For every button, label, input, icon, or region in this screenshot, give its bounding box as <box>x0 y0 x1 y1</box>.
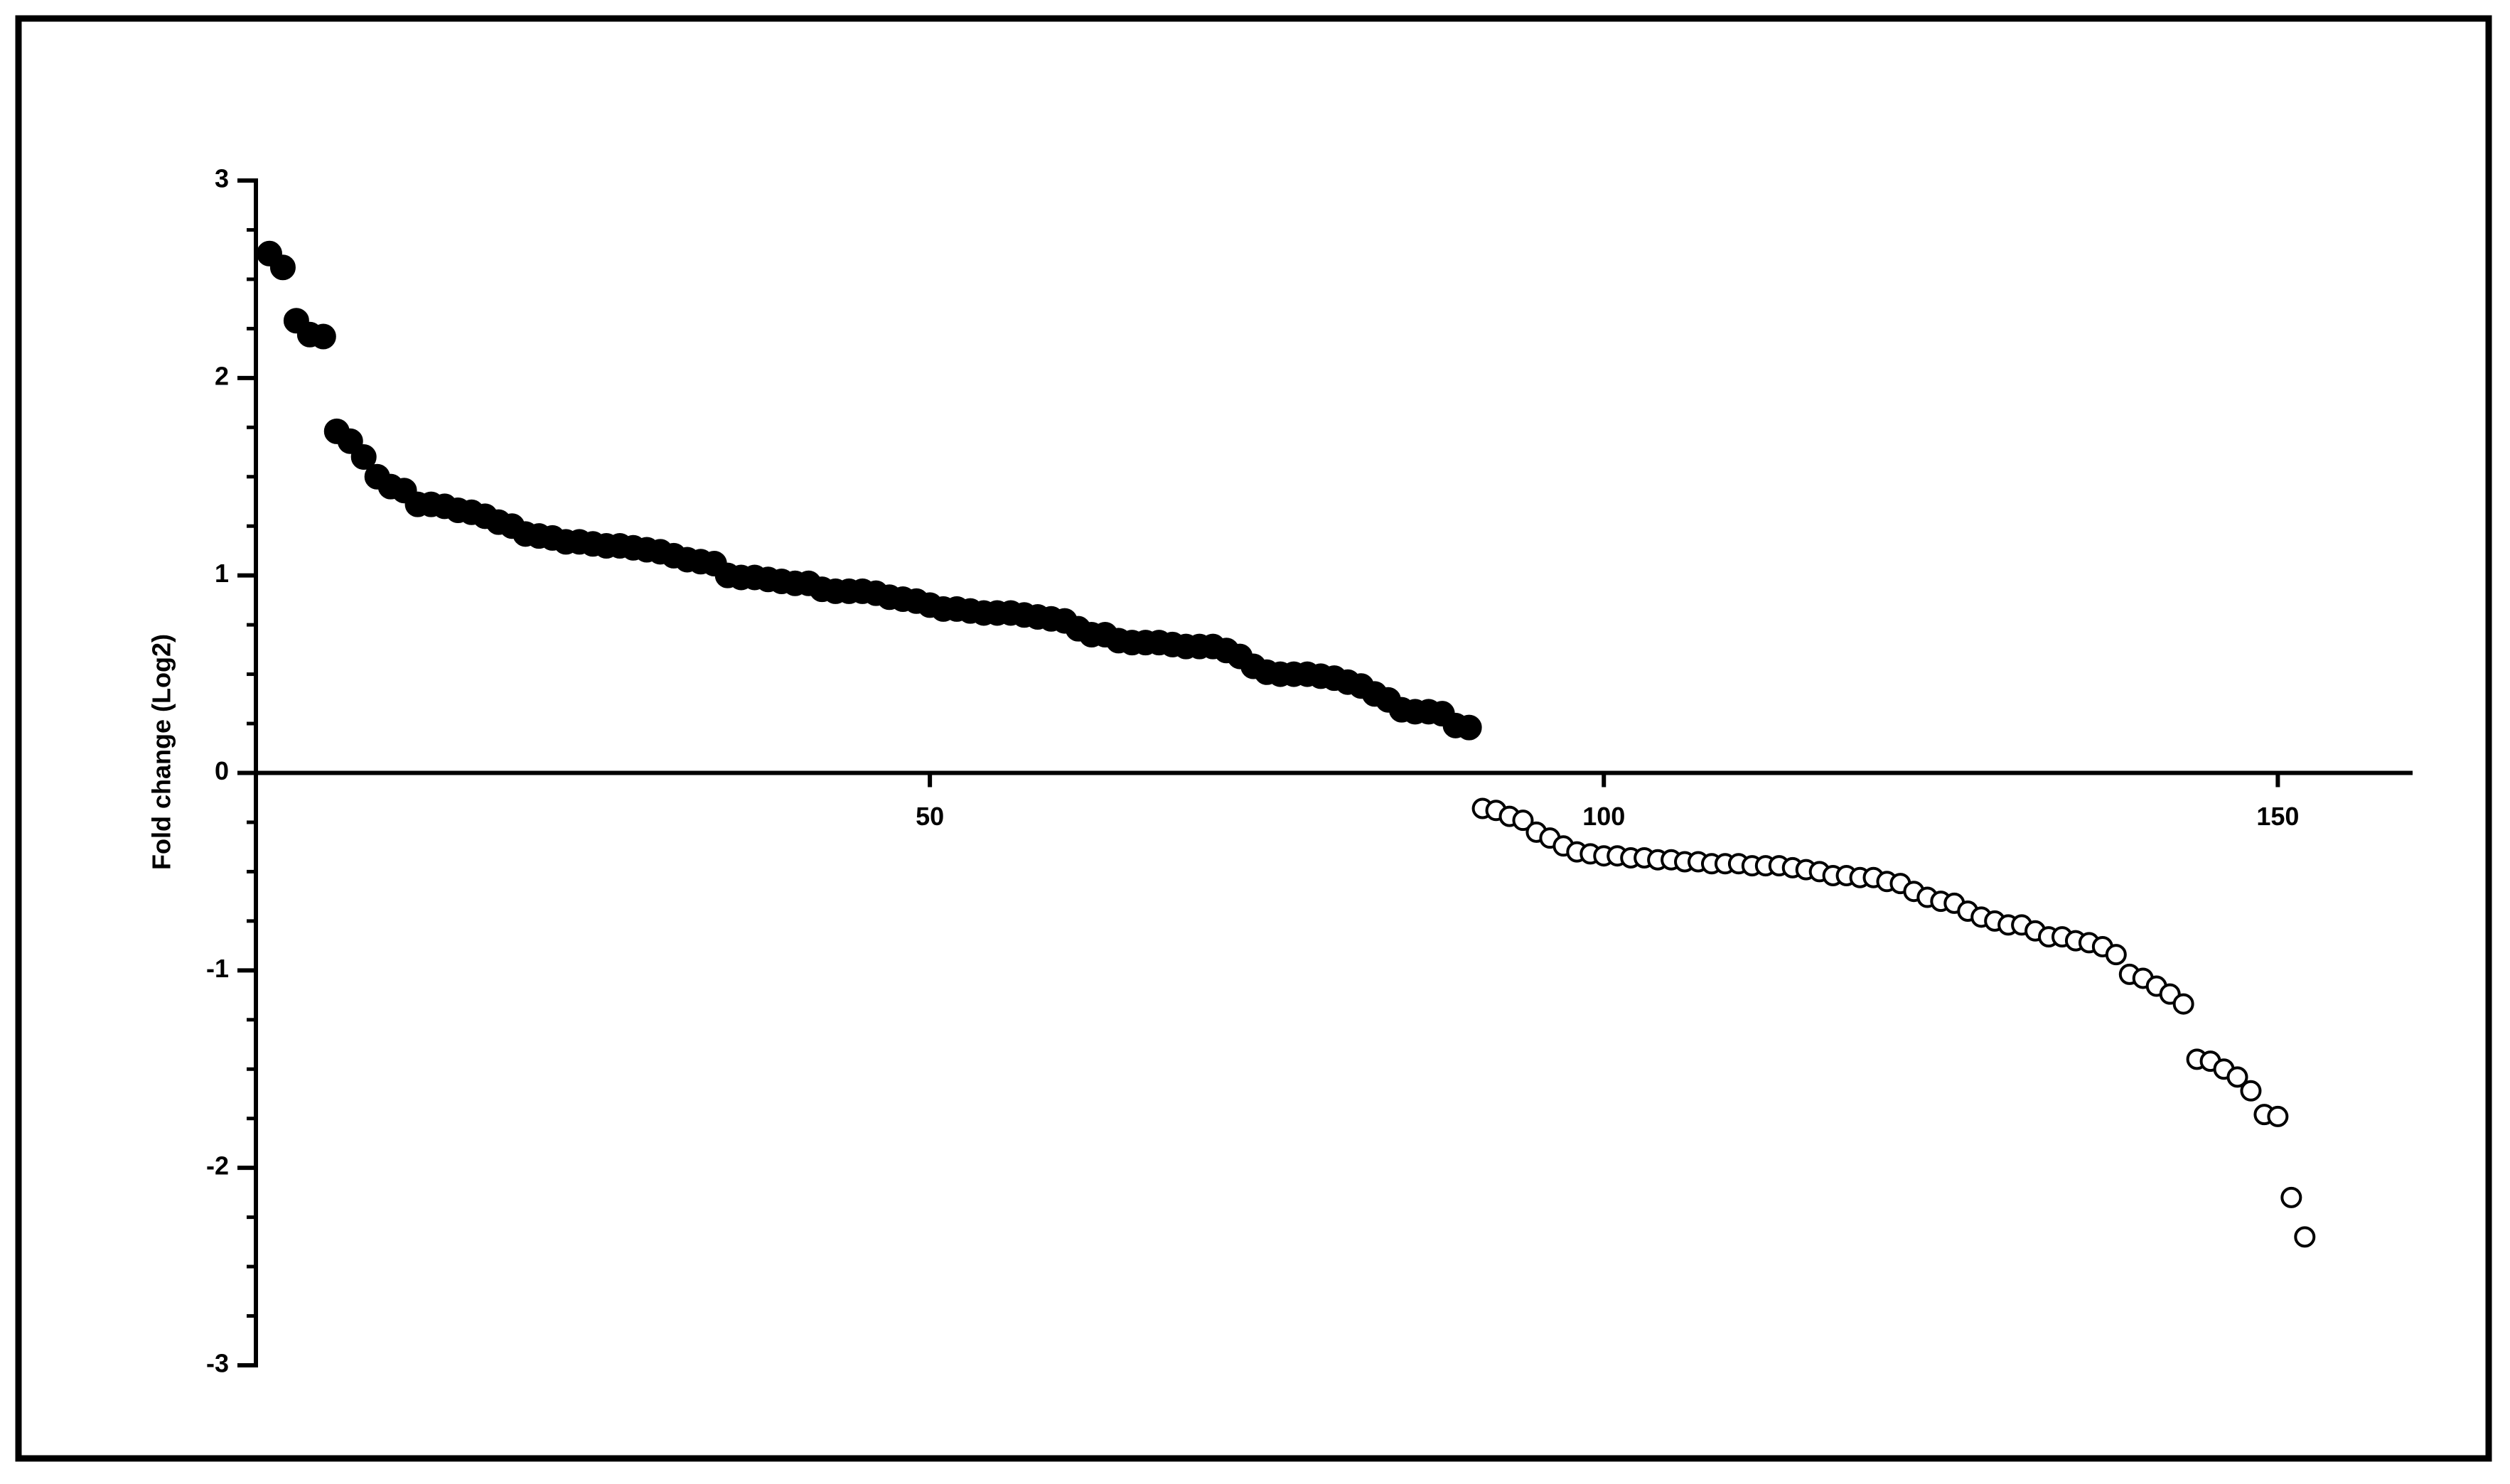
y-tick-label: 2 <box>215 361 229 390</box>
point <box>2267 1105 2289 1127</box>
point <box>269 254 296 281</box>
y-tick-label: -1 <box>206 954 229 983</box>
x-tick-label: 50 <box>916 802 944 831</box>
x-tick-label: 150 <box>2256 802 2299 831</box>
frame <box>15 15 2492 1462</box>
y-tick-label: -2 <box>206 1151 229 1181</box>
y-tick-label: -3 <box>206 1349 229 1378</box>
y-tick-label: 1 <box>215 559 229 588</box>
point <box>310 323 336 350</box>
point <box>350 443 377 470</box>
point <box>2240 1080 2262 1102</box>
point <box>2226 1066 2248 1088</box>
x-tick-label: 100 <box>1582 802 1625 831</box>
point <box>1456 714 1482 741</box>
point <box>2294 1226 2316 1248</box>
point <box>2105 944 2127 966</box>
point <box>2280 1186 2302 1208</box>
point <box>2172 993 2194 1015</box>
point <box>1512 810 1534 832</box>
y-axis-label: Fold change (Log2) <box>147 634 176 870</box>
y-tick-label: 0 <box>215 756 229 785</box>
y-tick-label: 3 <box>215 164 229 193</box>
